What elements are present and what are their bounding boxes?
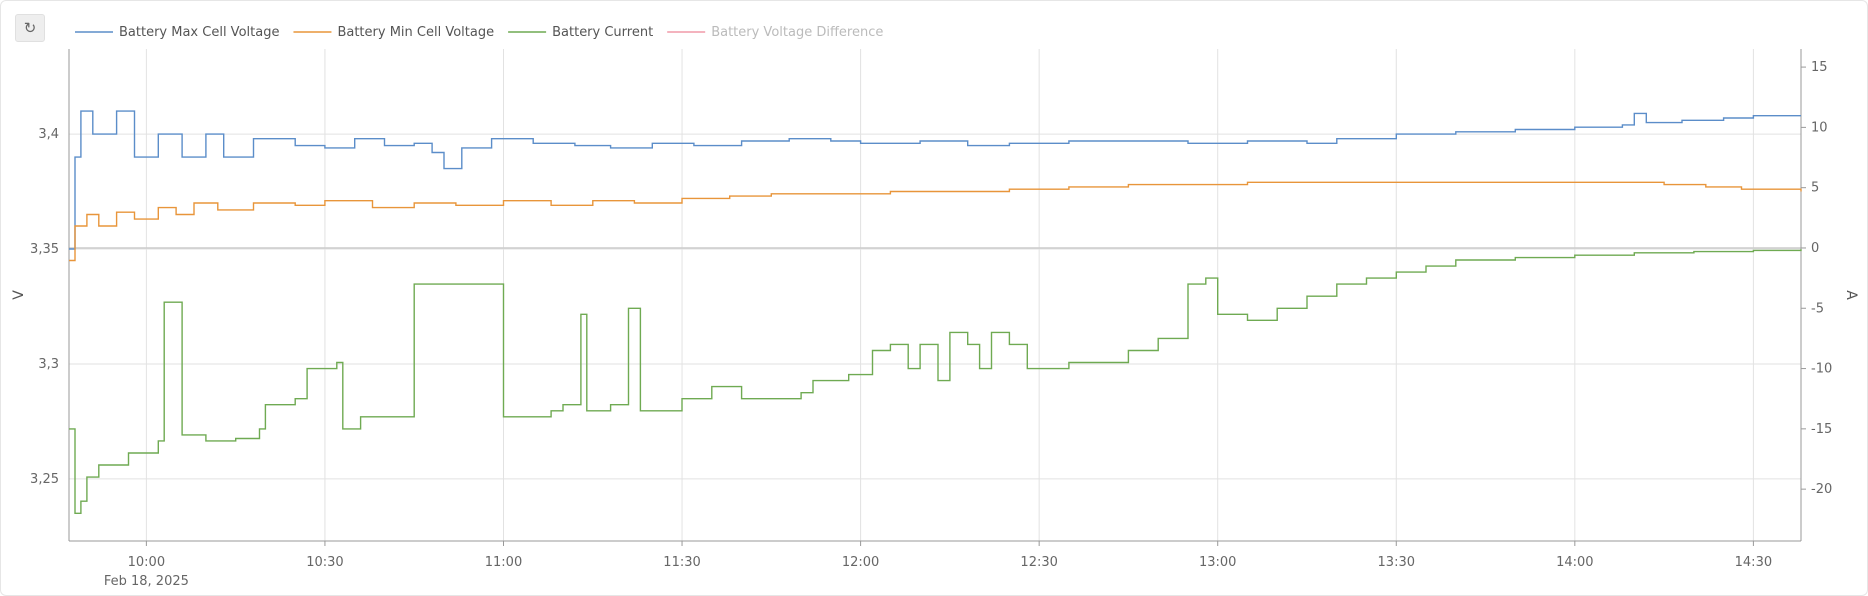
y-right-tick-label-5: 5 — [1811, 181, 1819, 196]
y-left-tick-label-1: 3,3 — [38, 357, 59, 372]
y-left-axis-title: V — [11, 290, 27, 300]
x-tick-label-6: 13:00 — [1199, 555, 1236, 570]
y-right-tick-label-4: 0 — [1811, 241, 1819, 256]
x-tick-label-1: 10:30 — [306, 555, 343, 570]
legend-item-2[interactable]: Battery Current — [552, 25, 653, 40]
y-right-tick-label-2: -10 — [1811, 362, 1832, 377]
y-right-tick-label-6: 10 — [1811, 120, 1828, 135]
x-tick-label-8: 14:00 — [1556, 555, 1593, 570]
y-left-tick-label-0: 3,25 — [30, 472, 59, 487]
legend-item-3[interactable]: Battery Voltage Difference — [711, 25, 883, 40]
series-line-1 — [69, 181, 1802, 262]
y-left-tick-label-2: 3,35 — [30, 242, 59, 257]
y-left-tick-label-3: 3,4 — [38, 127, 59, 142]
series-line-2 — [69, 249, 1802, 514]
x-tick-label-3: 11:30 — [663, 555, 700, 570]
y-right-axis-title: A — [1843, 290, 1859, 300]
reset-zoom-button[interactable]: ↻ — [15, 14, 45, 42]
y-right-tick-label-0: -20 — [1811, 482, 1832, 497]
x-tick-label-2: 11:00 — [485, 555, 522, 570]
x-tick-label-0: 10:00 — [128, 555, 165, 570]
y-right-tick-label-1: -15 — [1811, 422, 1832, 437]
x-date-label: Feb 18, 2025 — [104, 574, 189, 589]
x-tick-label-7: 13:30 — [1378, 555, 1415, 570]
series-line-0 — [69, 110, 1801, 250]
x-tick-label-9: 14:30 — [1735, 555, 1772, 570]
legend-item-1[interactable]: Battery Min Cell Voltage — [337, 25, 494, 40]
y-right-tick-label-3: -5 — [1811, 301, 1824, 316]
x-tick-label-4: 12:00 — [842, 555, 879, 570]
x-tick-label-5: 12:30 — [1020, 555, 1057, 570]
y-right-tick-label-7: 15 — [1811, 60, 1828, 75]
legend-item-0[interactable]: Battery Max Cell Voltage — [119, 25, 279, 40]
